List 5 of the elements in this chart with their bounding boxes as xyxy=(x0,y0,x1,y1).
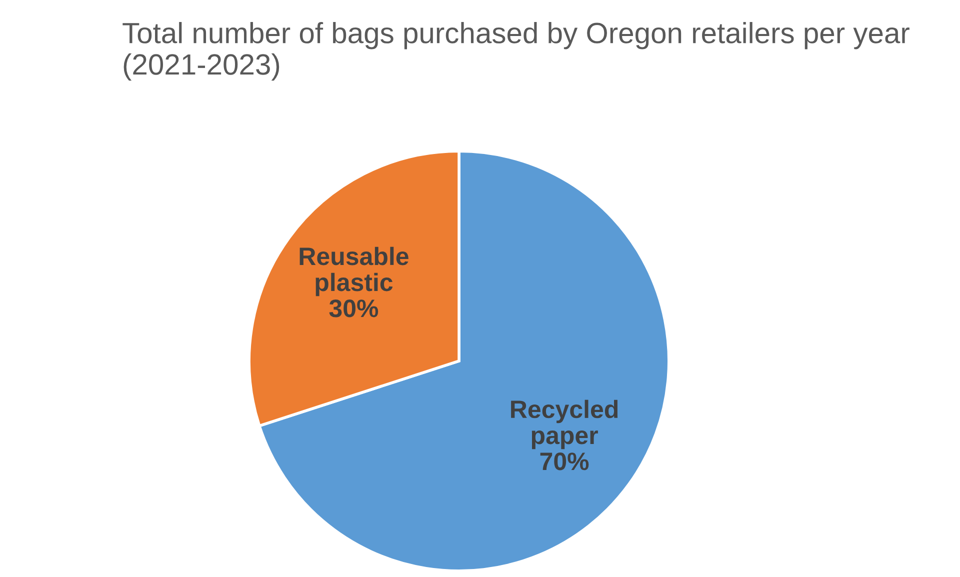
data-label: 30% xyxy=(329,300,378,318)
slice-label: Reusable plastic xyxy=(300,246,408,296)
data-label: 70% xyxy=(540,452,589,470)
chart-title: Total number of bags purchased by Oregon retailers per year (2021-2023) xyxy=(122,22,910,81)
slice-label: Recycled paper xyxy=(511,400,618,450)
